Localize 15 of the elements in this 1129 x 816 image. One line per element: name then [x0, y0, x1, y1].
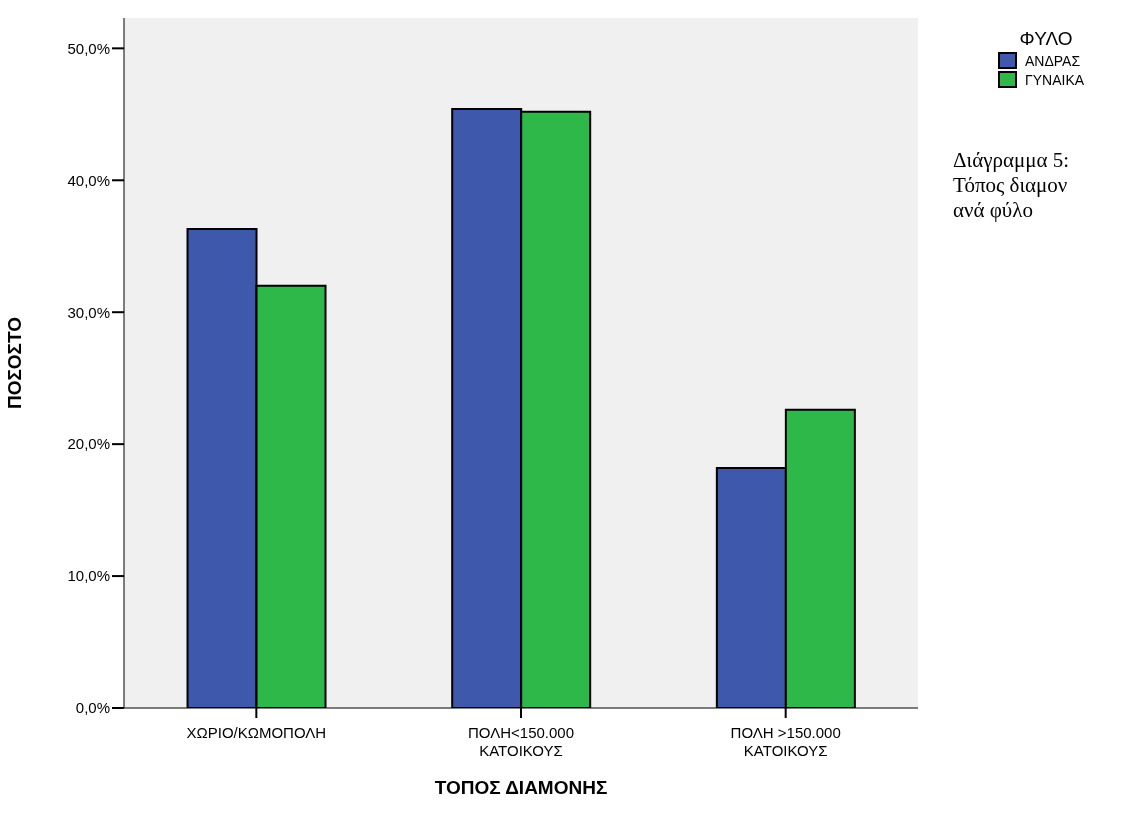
legend-label: ΓΥΝΑΙΚΑ: [1025, 71, 1085, 88]
y-axis-title: ΠΟΣΟΣΤΟ: [3, 316, 25, 410]
y-tick-label: 10,0%: [67, 567, 110, 585]
text: Διάγραμμα 5: Τόπος διαμον ανά φύλο: [953, 148, 1070, 223]
x-tick-label: ΧΩΡΙΟ/ΚΩΜΟΠΟΛΗ: [186, 724, 327, 741]
x-tick-label: ΠΟΛΗ >150.000 ΚΑΤΟΙΚΟΥΣ: [730, 724, 841, 759]
legend-label: ΑΝΔΡΑΣ: [1025, 52, 1081, 69]
y-tick-label: 0,0%: [75, 699, 110, 717]
y-tick-label: 30,0%: [67, 303, 110, 321]
x-tick-label: ΠΟΛΗ<150.000 ΚΑΤΟΙΚΟΥΣ: [467, 724, 575, 759]
x-axis-title: ΤΟΠΟΣ ΔΙΑΜΟΝΗΣ: [434, 777, 608, 798]
y-tick-label: 50,0%: [67, 39, 110, 57]
y-tick-label: 20,0%: [67, 435, 110, 453]
legend-title: ΦΥΛΟ: [1018, 28, 1074, 50]
y-tick-label: 40,0%: [67, 171, 110, 189]
